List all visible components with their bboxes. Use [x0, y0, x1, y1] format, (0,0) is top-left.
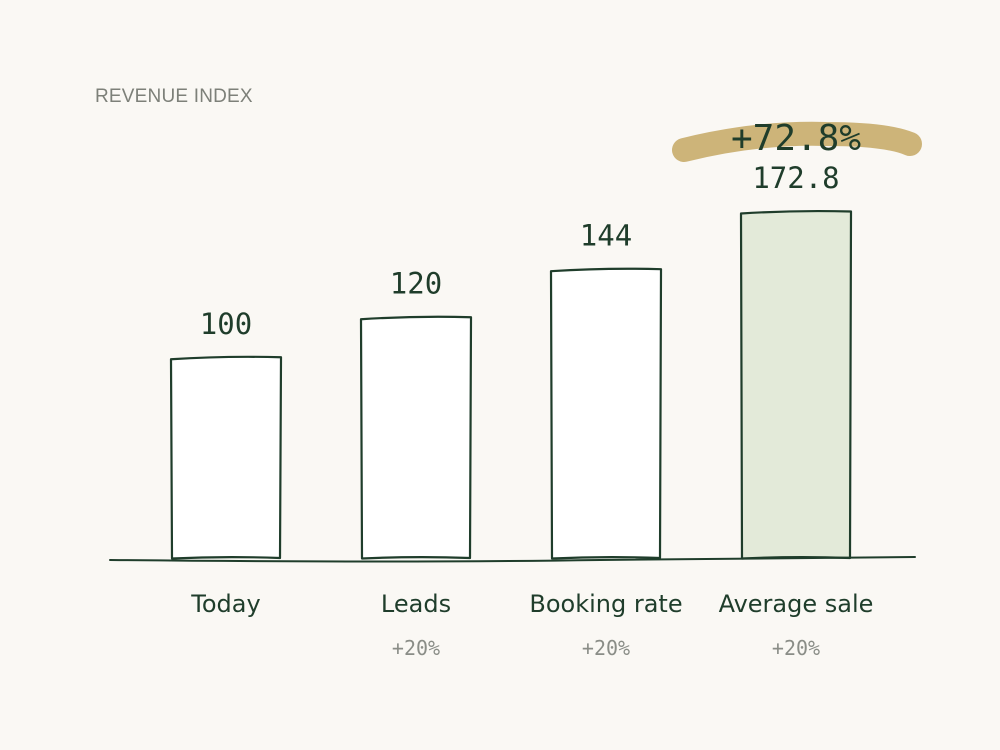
bar-average-sale: [739, 209, 853, 560]
value-label: 120: [390, 267, 442, 301]
category-label: Average sale: [719, 590, 874, 618]
total-change-label: +72.8%: [731, 118, 861, 159]
bar-booking-rate: [549, 267, 663, 560]
bar-leads: [359, 315, 473, 560]
highlight-marker: [672, 121, 922, 162]
category-label: Today: [190, 590, 260, 618]
value-label: 100: [200, 307, 252, 341]
category-label: Leads: [381, 590, 451, 618]
change-label: +20%: [582, 636, 630, 660]
change-label: +20%: [392, 636, 440, 660]
bar-today: [169, 355, 283, 560]
value-label: 144: [580, 219, 632, 253]
y-axis-label: REVENUE INDEX: [95, 86, 253, 107]
change-label: +20%: [772, 636, 820, 660]
category-label: Booking rate: [529, 590, 682, 618]
value-label: 172.8: [752, 161, 839, 195]
x-axis-baseline: [109, 556, 916, 563]
